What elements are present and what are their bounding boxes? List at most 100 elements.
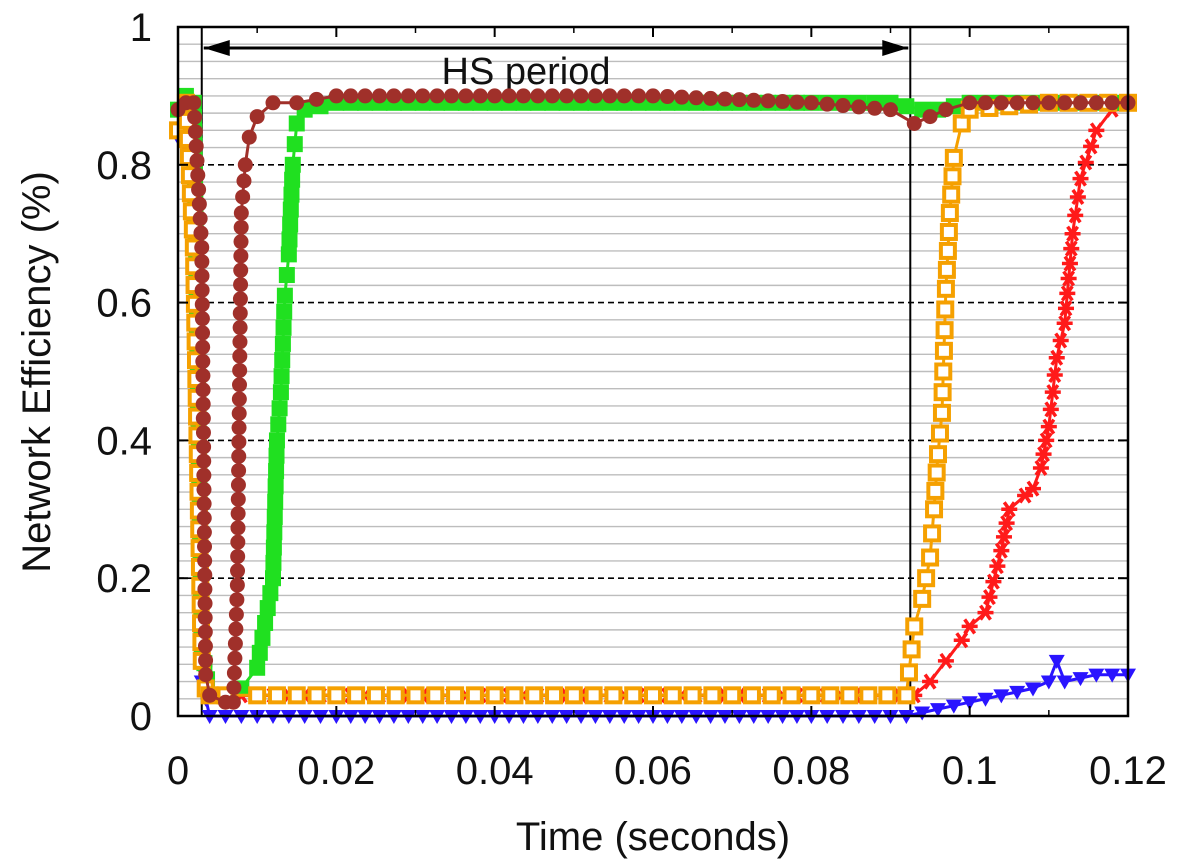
data-point-marker	[196, 510, 212, 526]
data-point-marker	[1057, 300, 1074, 317]
data-point-marker	[233, 205, 249, 221]
data-point-marker	[229, 592, 245, 608]
data-point-marker	[194, 282, 210, 298]
data-point-marker	[1017, 487, 1034, 504]
data-point-marker	[196, 482, 212, 498]
data-point-marker	[505, 686, 524, 705]
data-point-marker	[227, 636, 243, 652]
data-point-marker	[703, 90, 719, 106]
data-point-marker	[1060, 270, 1077, 287]
data-point-marker	[981, 589, 998, 606]
series-line	[176, 115, 1128, 718]
data-point-marker	[231, 391, 247, 407]
data-point-marker	[485, 686, 504, 705]
x-axis-title: Time (seconds)	[516, 815, 790, 859]
data-point-marker	[921, 548, 940, 567]
data-point-marker	[232, 291, 248, 307]
data-point-marker	[1041, 95, 1057, 111]
data-point-marker	[193, 225, 209, 241]
data-point-marker	[631, 88, 647, 104]
data-point-marker	[278, 267, 295, 284]
data-point-marker	[936, 279, 955, 298]
data-point-marker	[1057, 95, 1073, 111]
data-point-marker	[926, 481, 945, 500]
data-point-marker	[898, 98, 915, 115]
data-point-marker	[674, 89, 690, 105]
data-point-marker	[228, 621, 244, 637]
data-point-marker	[286, 136, 303, 153]
data-point-marker	[683, 686, 702, 705]
data-point-marker	[230, 520, 246, 536]
data-point-marker	[198, 652, 214, 668]
data-point-marker	[501, 88, 517, 104]
data-point-marker	[406, 686, 425, 705]
data-point-marker	[233, 262, 249, 278]
data-point-marker	[273, 368, 290, 385]
data-point-marker	[426, 686, 445, 705]
data-point-marker	[266, 524, 283, 541]
data-point-marker	[281, 231, 298, 248]
y-tick-label: 0.4	[96, 419, 152, 463]
data-point-marker	[995, 528, 1012, 545]
data-point-marker	[867, 100, 883, 116]
data-point-marker	[624, 686, 643, 705]
data-point-marker	[195, 368, 211, 384]
y-tick-label: 0.6	[96, 282, 152, 326]
series-line	[177, 101, 1129, 697]
data-point-marker	[194, 254, 210, 270]
data-point-marker	[446, 686, 465, 705]
data-point-marker	[231, 405, 247, 421]
data-point-marker	[233, 234, 249, 250]
data-point-marker	[906, 115, 922, 131]
data-point-marker	[917, 569, 936, 588]
data-point-marker	[265, 95, 281, 111]
data-point-marker	[584, 686, 603, 705]
data-point-marker	[1044, 384, 1061, 401]
data-point-marker	[602, 88, 618, 104]
data-point-marker	[927, 463, 946, 482]
data-point-marker	[932, 403, 951, 422]
data-point-marker	[746, 92, 762, 108]
data-point-marker	[942, 185, 961, 204]
data-point-marker	[231, 420, 247, 436]
data-point-marker	[400, 88, 416, 104]
data-point-marker	[196, 439, 212, 455]
data-point-marker	[1077, 154, 1094, 171]
x-tick-label: 0.06	[614, 749, 692, 793]
data-point-marker	[717, 91, 733, 107]
data-point-marker	[1072, 170, 1089, 187]
data-point-marker	[274, 335, 291, 352]
data-point-marker	[227, 650, 243, 666]
data-point-marker	[233, 277, 249, 293]
data-point-marker	[487, 88, 503, 104]
tick-layer: 0 0.02 0.04 0.06 0.08 0.1 0.12 0 0.2 0.4 0.6 0.8 1	[96, 6, 1167, 793]
data-point-marker	[1040, 675, 1057, 690]
data-point-marker	[993, 95, 1009, 111]
data-point-marker	[267, 493, 284, 510]
data-point-marker	[762, 686, 781, 705]
hs-arrow-head-left	[203, 40, 230, 56]
data-point-marker	[938, 102, 954, 118]
x-tick-label: 0.1	[942, 749, 998, 793]
data-point-marker	[760, 93, 776, 109]
series-2	[170, 94, 1136, 704]
data-point-marker	[1009, 685, 1026, 700]
y-tick-label: 0.2	[96, 557, 152, 601]
data-point-marker	[328, 88, 344, 104]
data-point-marker	[195, 396, 211, 412]
data-point-marker	[961, 696, 978, 711]
series-5	[170, 88, 1136, 710]
data-point-marker	[189, 153, 205, 169]
data-point-marker	[993, 542, 1010, 559]
data-point-marker	[731, 92, 747, 108]
data-point-marker	[226, 680, 242, 696]
data-point-marker	[925, 500, 944, 519]
data-point-marker	[372, 88, 388, 104]
data-point-marker	[1104, 95, 1120, 111]
data-point-marker	[233, 219, 249, 235]
series-line	[176, 94, 1128, 697]
series-layer	[169, 87, 1137, 724]
data-point-marker	[196, 524, 212, 540]
data-point-marker	[978, 95, 993, 111]
